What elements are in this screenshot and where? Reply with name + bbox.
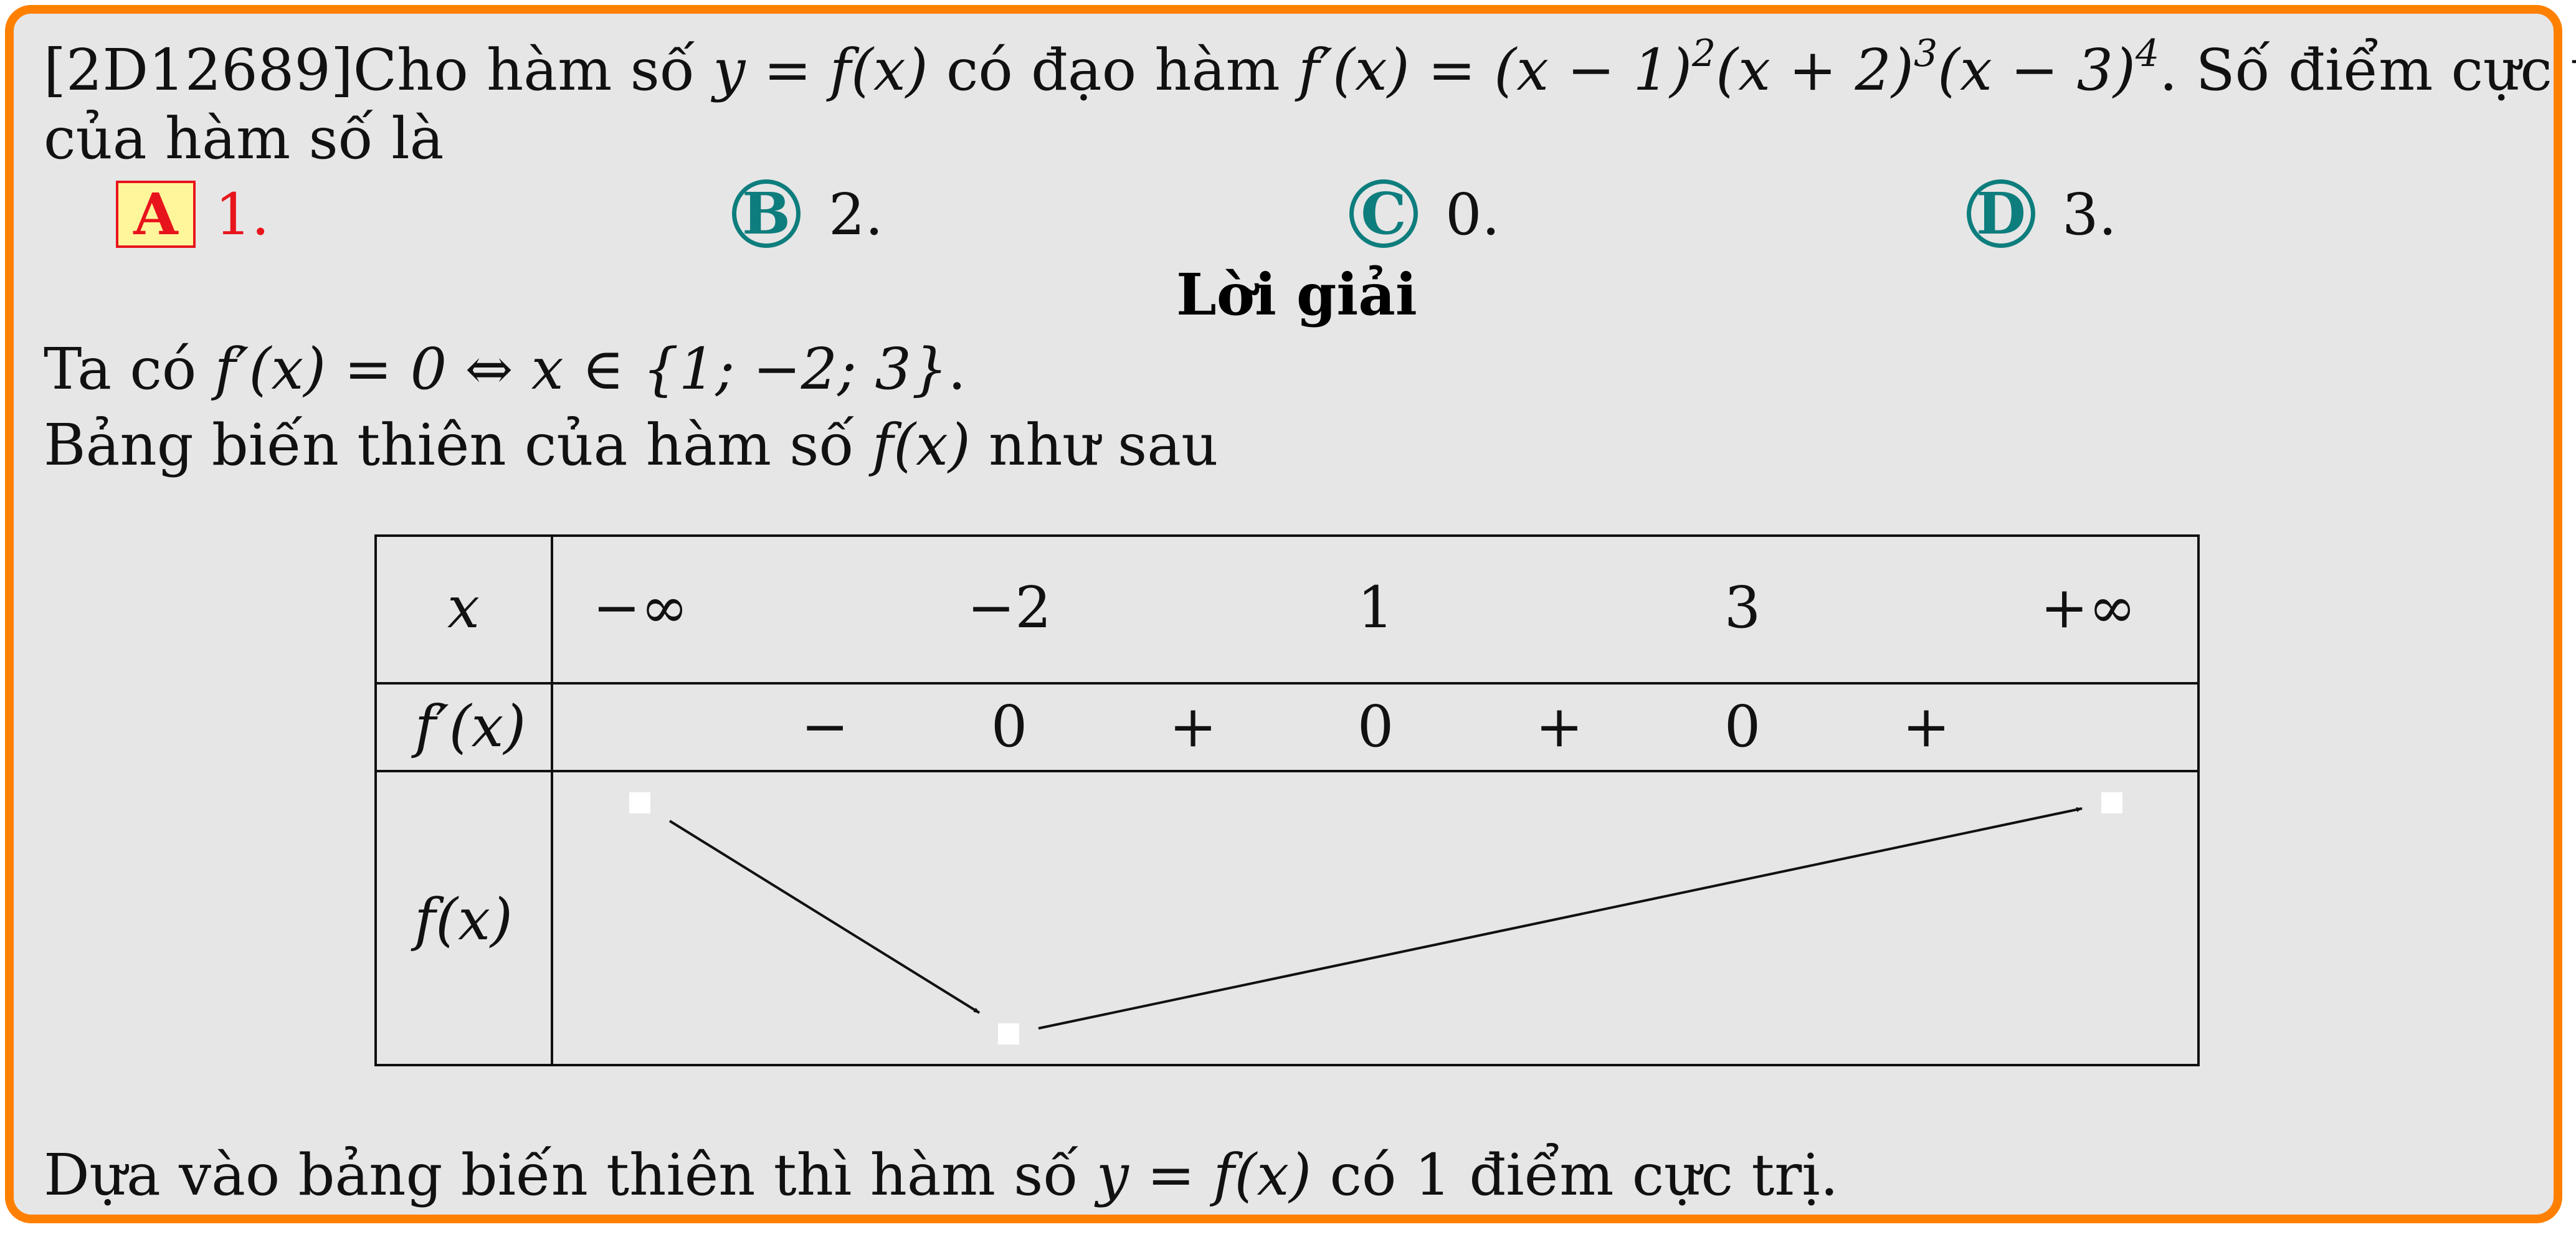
sign-zero-1: 0 — [991, 693, 1028, 760]
solution-line-1: Ta có f′(x) = 0 ⇔ x ∈ {1; −2; 3}. — [44, 336, 966, 402]
sign-3: + — [1535, 693, 1583, 760]
row-label-x: x — [447, 574, 480, 641]
x-value-neg-inf: −∞ — [592, 574, 688, 641]
choice-b-text[interactable]: 2. — [829, 181, 883, 248]
sign-1: − — [801, 693, 848, 760]
row-label-function: f(x) — [411, 886, 513, 953]
question-line-2: của hàm số là — [44, 105, 444, 172]
function-expression: y = f(x) — [713, 37, 928, 103]
question-card — [5, 5, 2562, 1223]
sign-2: + — [1169, 693, 1217, 760]
conclusion-line: Dựa vào bảng biến thiên thì hàm số y = f… — [44, 1142, 1838, 1208]
choice-a-label[interactable]: A — [116, 181, 196, 248]
node-top-right — [2101, 792, 2122, 813]
sign-zero-2: 0 — [1357, 693, 1394, 760]
question-line-1: [2D12689]Cho hàm số y = f(x) có đạo hàm … — [44, 32, 2576, 103]
choice-a-text[interactable]: 1. — [215, 181, 270, 248]
node-bottom — [998, 1023, 1019, 1045]
x-value-pos-inf: +∞ — [2040, 574, 2136, 641]
x-value-3: 3 — [1724, 574, 1761, 641]
choice-d-text[interactable]: 3. — [2062, 181, 2117, 248]
sign-zero-3: 0 — [1724, 693, 1761, 760]
row-label-derivative: f′(x) — [411, 693, 526, 760]
choice-c-label[interactable]: C — [1349, 179, 1418, 248]
choice-b-label[interactable]: B — [732, 179, 801, 248]
choice-d-label[interactable]: D — [1967, 179, 2035, 248]
solution-title: Lời giải — [1176, 261, 1417, 328]
increasing-arrow — [1038, 807, 2083, 1030]
x-value-neg-2: −2 — [967, 574, 1052, 641]
derivative-expression: f′(x) = (x − 1)2(x + 2)3(x − 3)4 — [1298, 32, 2160, 103]
node-top-left — [629, 792, 650, 813]
question-id: [2D12689] — [44, 37, 353, 103]
sign-4: + — [1902, 693, 1950, 760]
decreasing-arrow — [668, 820, 981, 1014]
table-border — [374, 534, 2200, 1066]
x-value-1: 1 — [1357, 574, 1394, 641]
choice-c-text[interactable]: 0. — [1445, 181, 1500, 248]
solution-line-2: Bảng biến thiên của hàm số f(x) như sau — [44, 412, 1219, 478]
